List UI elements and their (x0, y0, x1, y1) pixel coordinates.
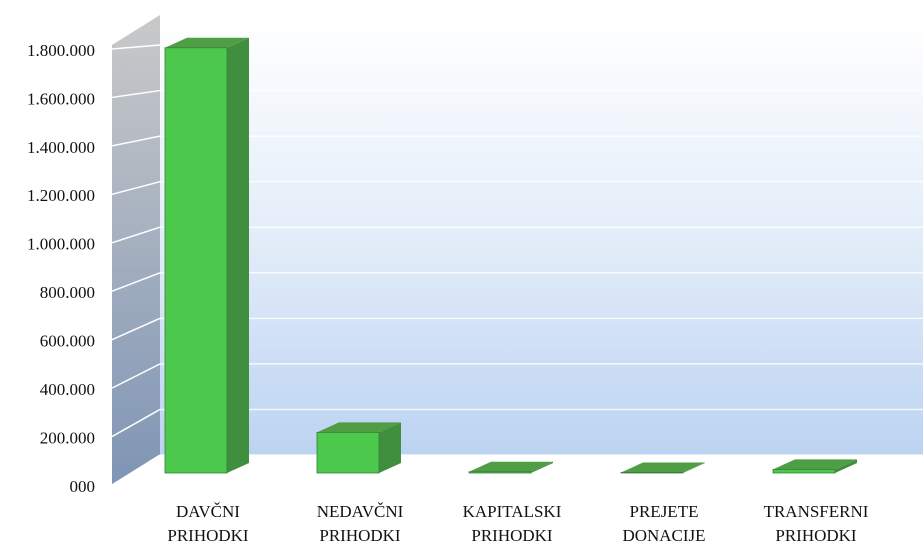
bar (164, 47, 228, 474)
x-tick-label: PRIHODKI (471, 526, 553, 545)
y-tick-label: 1.000.000 (27, 235, 95, 254)
bar-top (773, 459, 857, 470)
bar-top (165, 37, 249, 48)
x-tick-label: DONACIJE (622, 526, 705, 545)
y-tick-label: 1.200.000 (27, 186, 95, 205)
y-tick-label: 200.000 (40, 428, 95, 447)
y-tick-label: 600.000 (40, 332, 95, 351)
grid-line (111, 363, 161, 389)
grid-line (111, 408, 161, 438)
grid-line (111, 44, 161, 50)
x-tick-label: TRANSFERNI (764, 502, 869, 521)
y-tick-label: 800.000 (40, 283, 95, 302)
bar (772, 469, 836, 474)
y-tick-label: 400.000 (40, 380, 95, 399)
bar-side (379, 422, 401, 473)
side-wall (112, 15, 160, 485)
grid-line (111, 226, 161, 244)
bar-side (227, 37, 249, 474)
x-tick-label: DAVČNI (176, 502, 240, 521)
grid-line (111, 180, 161, 196)
y-tick-label: 1.800.000 (27, 41, 95, 60)
y-tick-label: 1.400.000 (27, 138, 95, 157)
bar-top (621, 462, 705, 473)
back-wall (160, 15, 923, 455)
bar (316, 431, 380, 474)
bar-side (683, 462, 705, 473)
y-tick-label: 1.600.000 (27, 89, 95, 108)
grid-line (111, 89, 161, 99)
bar (468, 471, 532, 474)
x-tick-label: PREJETE (630, 502, 699, 521)
grid-line (111, 317, 161, 341)
grid-line (111, 135, 161, 147)
bar-side (531, 461, 553, 473)
bar-top (469, 461, 553, 472)
x-tick-label: NEDAVČNI (317, 502, 404, 521)
x-tick-label: PRIHODKI (775, 526, 857, 545)
x-tick-label: PRIHODKI (167, 526, 249, 545)
bar-side (835, 459, 857, 473)
y-tick-label: 000 (70, 477, 96, 496)
x-tick-label: KAPITALSKI (463, 502, 562, 521)
grid-line (111, 272, 161, 292)
x-tick-label: PRIHODKI (319, 526, 401, 545)
bar-top (317, 422, 401, 433)
grid-line (111, 454, 161, 486)
